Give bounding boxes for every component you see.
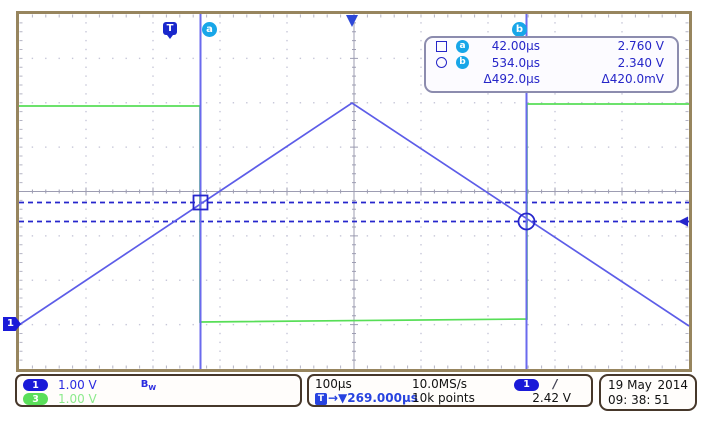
trigger-flag-icon: T [163,22,177,39]
cursor-b-badge[interactable]: b [512,22,527,37]
channel-1-row: 1 1.00 V BW [23,378,294,392]
cursor-b-waveform-marker [517,212,536,231]
trigger-slope-icon: / [553,377,558,391]
expansion-point-marker [346,15,358,27]
trigger-source-row: 1 / [514,378,557,391]
cursor-a-readout-row: a 42.00µs 2.760 V [426,38,677,55]
cursor-readout-panel: a 42.00µs 2.760 V b 534.0µs 2.340 V Δ492… [424,36,679,93]
cursor-delta-time-value: Δ492.0µs [483,72,540,87]
channel-3-badge[interactable]: 3 [23,393,48,405]
channel-1-badge[interactable]: 1 [23,379,48,391]
cursor-a-label: a [456,39,469,53]
cursor-b-circle-icon [436,57,447,69]
cursor-delta-readout-row: Δ492.0µs Δ420.0mV [426,71,677,88]
trigger-source-badge[interactable]: 1 [514,378,539,391]
timebase-scale: 100µs [315,377,352,391]
cursor-level-edge-arrow [678,216,688,227]
cursor-a-badge[interactable]: a [202,22,217,37]
cursor-b-voltage-value: 2.340 V [617,55,664,70]
cursor-b-readout-row: b 534.0µs 2.340 V [426,55,677,72]
date-row: 19 May 2014 [608,378,688,393]
year-value: 2014 [657,378,688,392]
datetime-panel: 19 May 2014 09: 38: 51 [599,374,697,411]
bandwidth-limit-icon: BW [140,378,157,392]
ch1-ground-marker[interactable]: 1 [3,317,21,331]
cursor-a-waveform-marker [192,194,209,211]
time-value: 09: 38: 51 [608,393,670,407]
channel-scale-panel: 1 1.00 V BW 3 1.00 V [15,374,302,407]
trigger-delay-readout: T →▼269.000µs [315,392,418,405]
channel-1-scale: 1.00 V [58,378,97,392]
cursor-delta-voltage-value: Δ420.0mV [601,72,664,87]
trigger-delay-value: →▼269.000µs [328,391,418,405]
channel-3-scale: 1.00 V [58,392,97,406]
ch1-trace [18,101,690,327]
sample-rate: 10.0MS/s [412,377,467,391]
cursor-a-voltage-value: 2.760 V [617,39,664,54]
cursor-a-time-value: 42.00µs [491,39,540,54]
cursor-b-time-value: 534.0µs [491,55,540,70]
trigger-level: 2.42 V [532,391,571,405]
cursor-b-label: b [456,56,469,70]
date-value: 19 May [608,378,652,392]
channel-3-row: 3 1.00 V [23,392,294,406]
cursor-a-square-icon [436,40,447,52]
record-length: 10k points [412,391,475,405]
timebase-trigger-panel: 100µs T →▼269.000µs 10.0MS/s 10k points 1… [307,374,593,407]
ch3-trace [19,103,689,323]
trigger-icon: T [315,392,327,405]
